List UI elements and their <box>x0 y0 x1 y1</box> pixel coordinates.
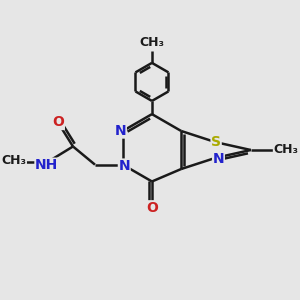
Text: S: S <box>211 135 221 148</box>
Text: CH₃: CH₃ <box>274 143 298 156</box>
Text: NH: NH <box>35 158 58 172</box>
Text: CH₃: CH₃ <box>140 37 164 50</box>
Text: CH₃: CH₃ <box>1 154 26 167</box>
Text: N: N <box>115 124 126 138</box>
Text: N: N <box>213 152 224 166</box>
Text: N: N <box>118 159 130 173</box>
Text: O: O <box>52 116 64 130</box>
Text: O: O <box>146 201 158 215</box>
